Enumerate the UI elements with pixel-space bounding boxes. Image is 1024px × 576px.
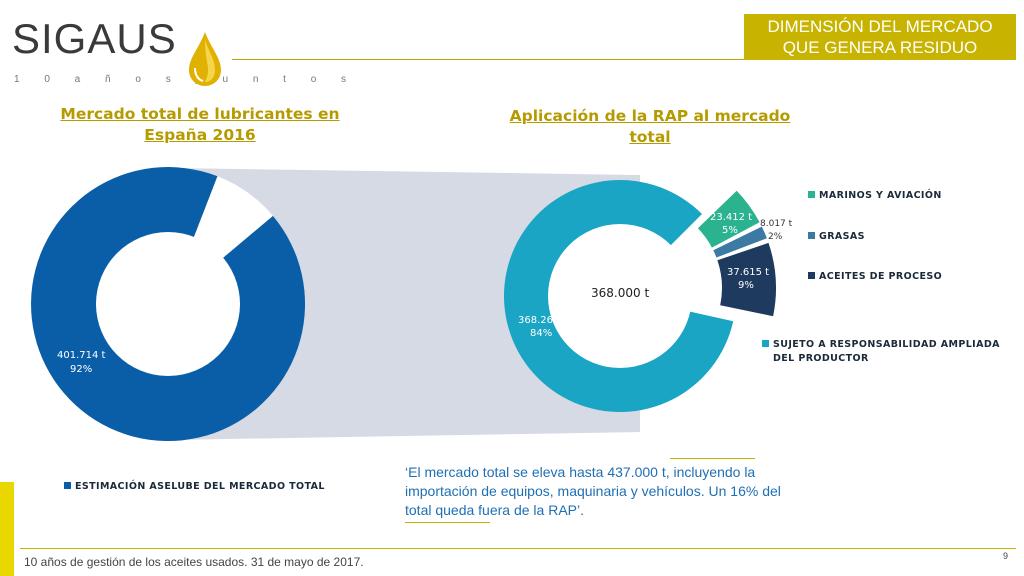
legend-grasas-swatch — [808, 232, 815, 239]
legend-aselube: ESTIMACIÓN ASELUBE DEL MERCADO TOTAL — [64, 481, 325, 492]
legend-aceites-swatch — [808, 272, 815, 279]
left-chart-title: Mercado total de lubricantes en España 2… — [60, 104, 340, 146]
grasas-slice — [713, 226, 767, 258]
grasas-pct-label: 2% — [768, 232, 783, 242]
legend-marinos-label: MARINOS Y AVIACIÓN — [819, 190, 942, 201]
center-total-label: 368.000 t — [591, 286, 649, 300]
left-title-line-1: Mercado total de lubricantes en — [60, 105, 340, 123]
header-line-1: DIMENSIÓN DEL MERCADO — [767, 17, 993, 36]
marinos-slice — [697, 190, 760, 248]
legend-grasas-label: GRASAS — [819, 231, 865, 242]
marinos-value-label: 23.412 t — [710, 212, 752, 223]
legend-marinos-swatch — [808, 191, 815, 198]
left-value-label: 401.714 t — [57, 350, 106, 361]
footer-divider — [20, 548, 1016, 549]
legend-sujeto-swatch — [762, 340, 769, 347]
quote-rule-bottom — [405, 522, 490, 523]
header-divider — [232, 59, 744, 60]
header-line-2: QUE GENERA RESIDUO — [782, 38, 978, 57]
legend-sujeto-label-1: SUJETO A RESPONSABILIDAD AMPLIADA — [773, 339, 1000, 350]
right-chart-title: Aplicación de la RAP al mercado total — [505, 106, 795, 148]
legend-marinos: MARINOS Y AVIACIÓN — [808, 190, 942, 201]
legend-sujeto: SUJETO A RESPONSABILIDAD AMPLIADA DEL PR… — [762, 338, 1000, 366]
right-title-line-2: total — [629, 128, 671, 146]
right-title-line-1: Aplicación de la RAP al mercado — [509, 107, 791, 125]
footer-accent-bar — [0, 482, 14, 576]
section-header: DIMENSIÓN DEL MERCADO QUE GENERA RESIDUO — [744, 14, 1016, 60]
logo-wordmark: SIGAUS — [12, 15, 177, 62]
main-pct-label: 84% — [530, 328, 552, 339]
marinos-pct-label: 5% — [722, 225, 738, 236]
quote-rule-top — [670, 458, 755, 459]
grasas-value-label: 8.017 t — [760, 219, 793, 229]
footer-caption: 10 años de gestión de los aceites usados… — [24, 555, 364, 569]
left-title-line-2: España 2016 — [144, 126, 256, 144]
legend-aceites: ACEITES DE PROCESO — [808, 271, 942, 282]
legend-grasas: GRASAS — [808, 231, 865, 242]
legend-aselube-label: ESTIMACIÓN ASELUBE DEL MERCADO TOTAL — [75, 481, 325, 492]
right-donut-hole — [548, 224, 692, 368]
aceites-pct-label: 9% — [738, 280, 754, 291]
oil-drop-icon — [189, 32, 221, 86]
left-pct-label: 92% — [70, 364, 92, 375]
logo-tagline: 1 0 a ñ o s j u n t o s — [14, 74, 358, 85]
legend-sujeto-label-2: DEL PRODUCTOR — [773, 353, 869, 364]
market-quote: ‘El mercado total se eleva hasta 437.000… — [405, 464, 781, 518]
page-number: 9 — [1002, 551, 1008, 561]
aceites-slice — [717, 242, 776, 317]
left-donut-hole — [96, 232, 240, 376]
legend-aceites-label: ACEITES DE PROCESO — [819, 271, 943, 282]
legend-aselube-swatch — [64, 482, 71, 489]
aceites-value-label: 37.615 t — [727, 267, 769, 278]
main-value-label: 368.267 t — [518, 315, 567, 326]
